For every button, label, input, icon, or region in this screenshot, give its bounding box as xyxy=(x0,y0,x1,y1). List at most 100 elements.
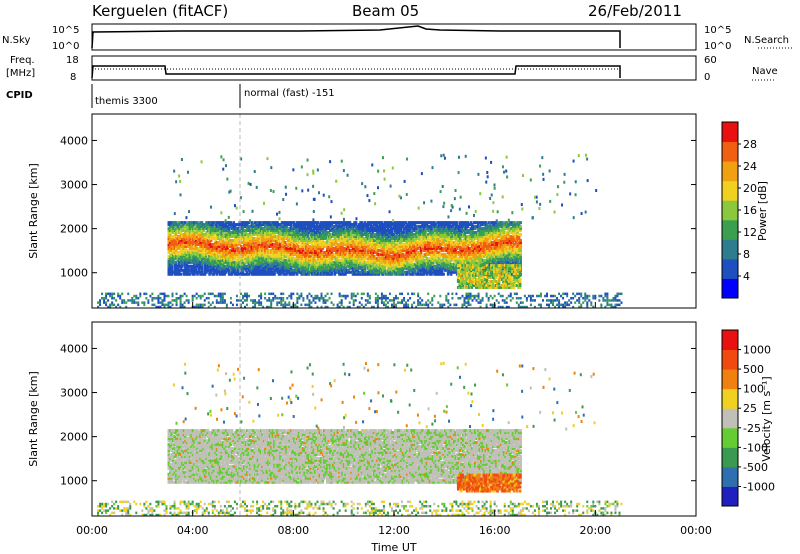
power-cell xyxy=(259,270,263,274)
power-cell xyxy=(261,264,264,268)
power-cell xyxy=(193,235,196,239)
power-cell xyxy=(178,221,181,225)
power-cell xyxy=(188,233,192,237)
power-cell xyxy=(259,264,263,268)
power-cell xyxy=(229,266,233,270)
power-cell xyxy=(316,235,320,239)
power-cell xyxy=(315,262,319,266)
power-cell xyxy=(303,272,306,276)
power-cell xyxy=(199,264,202,268)
power-cell xyxy=(211,244,214,248)
power-cell xyxy=(220,258,223,262)
power-cell xyxy=(223,246,226,250)
power-cell xyxy=(318,252,322,256)
power-cell xyxy=(250,250,254,254)
power-cell xyxy=(206,233,210,237)
power-cell xyxy=(279,233,282,237)
power-cell xyxy=(264,240,267,244)
power-cell xyxy=(255,252,258,256)
power-cell xyxy=(283,266,287,270)
power-cell xyxy=(304,268,308,272)
power-cell xyxy=(194,256,198,260)
power-cell xyxy=(232,235,236,239)
power-cell xyxy=(205,227,208,231)
power-cell xyxy=(312,225,316,229)
power-cell xyxy=(301,252,305,256)
power-cell xyxy=(232,233,236,237)
power-cell xyxy=(169,221,172,225)
power-cell xyxy=(256,225,260,229)
power-cell xyxy=(239,246,243,250)
power-cell xyxy=(289,223,293,227)
power-cell xyxy=(208,227,211,231)
power-cell xyxy=(301,258,305,262)
power-cell xyxy=(230,238,234,242)
power-cell xyxy=(167,229,171,233)
power-cell xyxy=(268,233,272,237)
power-cell xyxy=(182,258,186,262)
power-cell xyxy=(288,258,291,262)
power-cell xyxy=(215,258,219,262)
power-cell xyxy=(206,242,210,246)
power-cell xyxy=(235,258,239,262)
power-cell xyxy=(297,244,300,248)
power-cell xyxy=(185,227,189,231)
power-cell xyxy=(193,272,196,276)
power-cell xyxy=(313,237,317,241)
power-cell xyxy=(235,264,239,268)
power-cell xyxy=(271,254,275,258)
power-cell xyxy=(217,235,220,239)
power-cell xyxy=(197,246,201,250)
power-cell xyxy=(273,221,276,225)
power-cell xyxy=(217,237,220,241)
power-cell xyxy=(320,258,323,262)
power-cell xyxy=(169,262,172,266)
power-cell xyxy=(310,233,314,237)
power-cell xyxy=(292,272,296,276)
power-cell xyxy=(288,233,291,237)
power-cell xyxy=(197,242,201,246)
power-cell xyxy=(224,268,228,272)
power-cell xyxy=(277,248,281,252)
power-cell xyxy=(199,231,202,235)
power-cell xyxy=(261,260,264,264)
power-cell xyxy=(282,225,285,229)
power-cell xyxy=(301,227,305,231)
power-cell xyxy=(224,227,228,231)
power-cell xyxy=(221,270,225,274)
power-cell xyxy=(294,237,297,241)
power-cell xyxy=(298,258,302,262)
power-cell xyxy=(233,231,237,235)
power-cell xyxy=(307,270,311,274)
power-cell xyxy=(306,238,310,242)
power-cell xyxy=(236,237,240,241)
power-cell xyxy=(288,244,291,248)
power-cell xyxy=(196,229,199,233)
power-cell xyxy=(226,258,229,262)
power-cell xyxy=(258,221,261,225)
power-cell xyxy=(211,262,214,266)
power-cell xyxy=(295,223,299,227)
power-cell xyxy=(246,258,249,262)
power-cell xyxy=(273,260,276,264)
power-cell xyxy=(227,237,231,241)
power-cell xyxy=(259,238,263,242)
power-cell xyxy=(173,256,177,260)
power-cell xyxy=(215,246,219,250)
power-cell xyxy=(261,223,264,227)
power-cell xyxy=(233,227,237,231)
power-cell xyxy=(285,272,288,276)
power-cell xyxy=(315,240,319,244)
power-cell xyxy=(197,252,201,256)
power-cell xyxy=(229,233,233,237)
power-cell xyxy=(191,256,195,260)
power-cell xyxy=(273,225,276,229)
power-cell xyxy=(320,270,323,274)
power-cell xyxy=(280,242,284,246)
power-cell xyxy=(306,221,310,225)
power-cell xyxy=(190,268,193,272)
power-cell xyxy=(276,237,279,241)
power-cell xyxy=(185,270,189,274)
power-cell xyxy=(312,256,316,260)
power-cell xyxy=(175,248,178,252)
